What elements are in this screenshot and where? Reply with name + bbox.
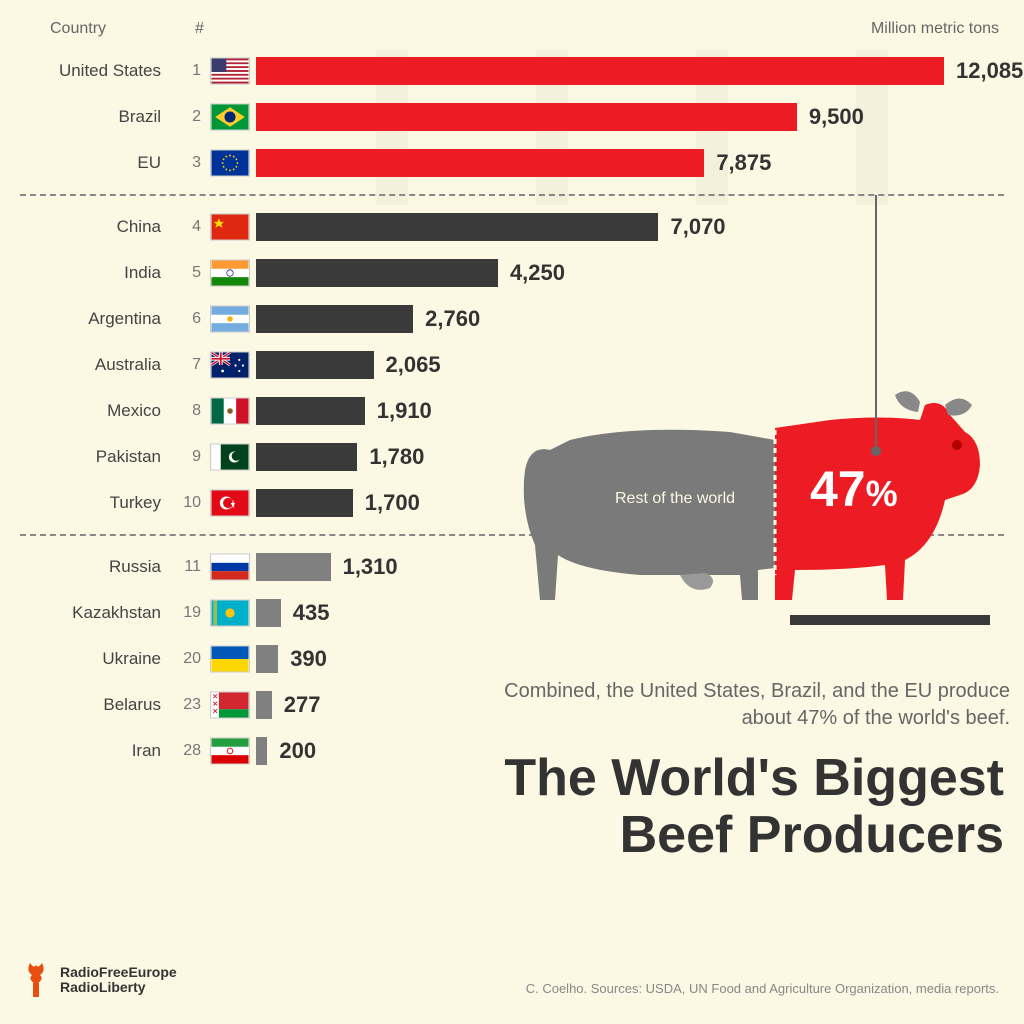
rank: 7 [166, 356, 201, 374]
flag-icon [210, 490, 250, 517]
footer-source: C. Coelho. Sources: USDA, UN Food and Ag… [526, 981, 999, 996]
value-label: 435 [293, 600, 330, 626]
country-name: Pakistan [96, 447, 161, 467]
bar [256, 691, 272, 719]
bar [256, 599, 281, 627]
flag-icon [210, 214, 250, 241]
header-rank-label: # [195, 20, 204, 38]
rank: 5 [166, 264, 201, 282]
value-label: 1,310 [343, 554, 398, 580]
bar [256, 103, 797, 131]
country-name: India [124, 263, 161, 283]
footer-logo: RadioFreeEurope RadioLiberty [20, 961, 177, 999]
flag-icon [210, 352, 250, 379]
value-label: 12,085 [956, 58, 1023, 84]
rank: 9 [166, 448, 201, 466]
cow-connector-line [875, 195, 877, 450]
flag-icon [210, 58, 250, 85]
torch-icon [20, 961, 52, 999]
country-name: EU [137, 153, 161, 173]
chart-row: Brazil 2 9,500 [0, 96, 1024, 138]
country-name: Brazil [118, 107, 161, 127]
country-name: Ukraine [102, 649, 161, 669]
value-label: 7,070 [670, 214, 725, 240]
flag-icon [210, 306, 250, 333]
chart-row: United States 1 12,085 [0, 50, 1024, 92]
country-name: Belarus [103, 695, 161, 715]
country-name: Argentina [88, 309, 161, 329]
country-name: Iran [132, 741, 161, 761]
country-name: Kazakhstan [72, 603, 161, 623]
rank: 10 [166, 494, 201, 512]
country-name: China [117, 217, 161, 237]
cow-svg [480, 370, 995, 650]
rank: 19 [166, 604, 201, 622]
flag-icon [210, 738, 250, 765]
rank: 1 [166, 62, 201, 80]
flag-icon [210, 150, 250, 177]
main-title: The World's Biggest Beef Producers [404, 750, 1004, 864]
rank: 4 [166, 218, 201, 236]
country-name: United States [59, 61, 161, 81]
bar [256, 305, 413, 333]
rank: 8 [166, 402, 201, 420]
bar [256, 737, 267, 765]
flag-icon [210, 692, 250, 719]
value-label: 1,910 [377, 398, 432, 424]
value-label: 277 [284, 692, 321, 718]
header-country-label: Country [50, 20, 106, 38]
value-label: 9,500 [809, 104, 864, 130]
flag-icon [210, 398, 250, 425]
value-label: 1,700 [365, 490, 420, 516]
rank: 28 [166, 742, 201, 760]
chart-row: China 4 7,070 [0, 206, 1024, 248]
flag-icon [210, 104, 250, 131]
bar [256, 443, 357, 471]
country-name: Turkey [110, 493, 161, 513]
country-name: Mexico [107, 401, 161, 421]
group-divider [20, 194, 1004, 196]
value-label: 2,065 [386, 352, 441, 378]
bar [256, 489, 353, 517]
flag-icon [210, 260, 250, 287]
flag-icon [210, 600, 250, 627]
bar [256, 149, 704, 177]
bar [256, 397, 365, 425]
rank: 20 [166, 650, 201, 668]
chart-row: EU 3 7,875 [0, 142, 1024, 184]
flag-icon [210, 554, 250, 581]
cow-percent: 47% [810, 460, 898, 518]
rank: 2 [166, 108, 201, 126]
bar [256, 213, 658, 241]
cow-rest-label: Rest of the world [615, 490, 735, 508]
bar [256, 259, 498, 287]
country-name: Russia [109, 557, 161, 577]
country-name: Australia [95, 355, 161, 375]
subtitle: Combined, the United States, Brazil, and… [460, 678, 1010, 732]
rank: 3 [166, 154, 201, 172]
rank: 23 [166, 696, 201, 714]
flag-icon [210, 444, 250, 471]
rank: 11 [166, 558, 201, 576]
flag-icon [210, 646, 250, 673]
value-label: 1,780 [369, 444, 424, 470]
bar [256, 351, 374, 379]
value-label: 200 [279, 738, 316, 764]
rank: 6 [166, 310, 201, 328]
bar [256, 553, 331, 581]
value-label: 7,875 [716, 150, 771, 176]
header-units-label: Million metric tons [871, 20, 999, 38]
chart-row: Argentina 6 2,760 [0, 298, 1024, 340]
value-label: 390 [290, 646, 327, 672]
chart-row: India 5 4,250 [0, 252, 1024, 294]
logo-text: RadioFreeEurope RadioLiberty [60, 965, 177, 996]
value-label: 2,760 [425, 306, 480, 332]
bar [256, 645, 278, 673]
value-label: 4,250 [510, 260, 565, 286]
cow-illustration: Rest of the world 47% [480, 370, 995, 650]
bar [256, 57, 944, 85]
